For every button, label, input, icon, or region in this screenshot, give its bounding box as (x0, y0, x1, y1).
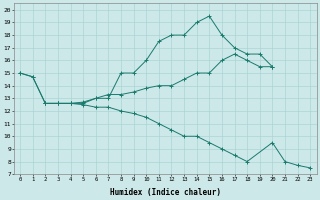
X-axis label: Humidex (Indice chaleur): Humidex (Indice chaleur) (110, 188, 220, 197)
